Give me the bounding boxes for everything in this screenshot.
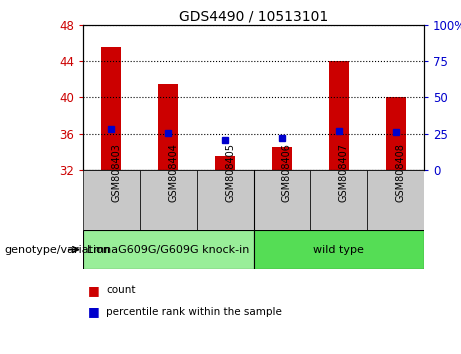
Text: count: count (106, 285, 136, 295)
Title: GDS4490 / 10513101: GDS4490 / 10513101 (179, 10, 328, 24)
Text: GSM808407: GSM808407 (339, 143, 349, 202)
Text: ■: ■ (88, 284, 99, 297)
Text: LmnaG609G/G609G knock-in: LmnaG609G/G609G knock-in (87, 245, 249, 255)
Text: GSM808403: GSM808403 (112, 143, 121, 202)
Text: GSM808405: GSM808405 (225, 143, 235, 202)
Text: GSM808406: GSM808406 (282, 143, 292, 202)
Bar (367, 170, 424, 230)
Bar (140, 170, 197, 230)
Bar (101, 47, 121, 170)
Text: percentile rank within the sample: percentile rank within the sample (106, 307, 282, 316)
Bar (310, 170, 367, 230)
Bar (83, 230, 254, 269)
Text: GSM808404: GSM808404 (168, 143, 178, 202)
Text: ■: ■ (88, 305, 99, 318)
Bar (254, 170, 310, 230)
Bar (83, 170, 140, 230)
Bar (197, 170, 254, 230)
Bar (158, 84, 178, 170)
Bar (254, 230, 424, 269)
Bar (329, 61, 349, 170)
Bar (215, 156, 235, 170)
Text: GSM808408: GSM808408 (396, 143, 406, 202)
Bar (386, 97, 406, 170)
Bar (272, 147, 292, 170)
Text: genotype/variation: genotype/variation (5, 245, 111, 255)
Text: wild type: wild type (313, 245, 364, 255)
